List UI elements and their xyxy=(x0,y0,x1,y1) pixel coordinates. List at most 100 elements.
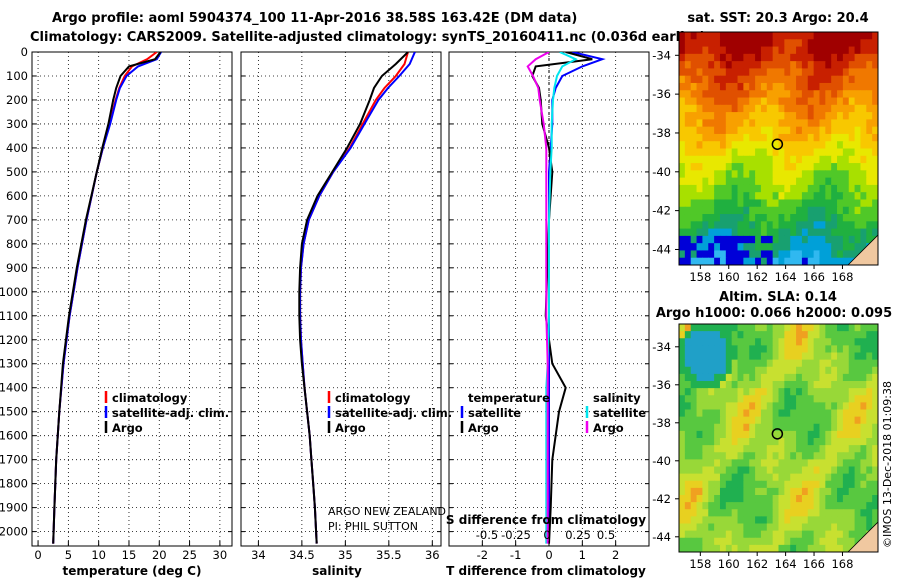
map-cell xyxy=(819,473,826,482)
map-cell xyxy=(837,32,844,40)
map-cell xyxy=(755,155,762,164)
map-cell xyxy=(760,243,768,252)
map-cell xyxy=(825,509,832,517)
map-cell xyxy=(755,409,762,418)
map-cell xyxy=(784,409,791,418)
map-cell xyxy=(690,126,698,135)
map-cell xyxy=(872,502,878,510)
map-cell xyxy=(749,381,756,389)
map-cell xyxy=(766,402,774,411)
map-cell xyxy=(714,155,721,164)
map-cell xyxy=(854,416,862,425)
map-cell xyxy=(872,381,878,389)
map-cell xyxy=(731,243,739,252)
map-cell xyxy=(696,199,704,208)
map-cell xyxy=(854,228,862,237)
map-cell xyxy=(813,402,821,411)
map-cell xyxy=(801,409,809,418)
map-cell xyxy=(714,39,721,48)
map-cell xyxy=(842,104,850,113)
map-cell xyxy=(731,32,739,40)
map-cell xyxy=(778,250,785,259)
map-cell xyxy=(708,235,715,244)
map-cell xyxy=(813,409,821,418)
map-cell xyxy=(842,523,850,532)
map-cell xyxy=(731,416,739,425)
map-cell xyxy=(719,206,727,215)
map-cell xyxy=(702,104,709,113)
map-cell xyxy=(801,46,809,55)
map-cell xyxy=(807,509,815,517)
map-cell xyxy=(696,352,704,361)
x-tick-label: 1 xyxy=(579,548,586,562)
map-cell xyxy=(872,516,878,525)
map-cell xyxy=(801,177,809,186)
map-cell xyxy=(708,177,715,186)
map-cell xyxy=(813,97,821,106)
map-cell xyxy=(866,133,873,142)
map-cell xyxy=(807,423,815,432)
map-cell xyxy=(854,68,862,77)
map-cell xyxy=(725,214,733,222)
map-cell xyxy=(760,523,768,532)
lon-tick-label: 168 xyxy=(831,557,853,571)
salinity-xlabel: salinity xyxy=(312,564,362,578)
map-cell xyxy=(719,502,727,510)
map-cell xyxy=(825,112,832,120)
map-cell xyxy=(760,228,768,237)
map-cell xyxy=(842,366,850,375)
map-cell xyxy=(848,126,856,135)
map-cell xyxy=(807,416,815,425)
map-cell xyxy=(766,184,774,193)
map-cell xyxy=(684,243,692,252)
map-cell xyxy=(807,32,815,40)
map-cell xyxy=(743,119,750,128)
map-cell xyxy=(772,381,780,389)
map-cell xyxy=(766,192,774,201)
map-cell xyxy=(766,46,774,55)
map-cell xyxy=(696,163,704,171)
map-cell xyxy=(702,97,709,106)
map-cell xyxy=(731,345,739,354)
map-cell xyxy=(725,170,733,179)
x-tick-label: 2 xyxy=(612,548,619,562)
map-cell xyxy=(854,495,862,503)
map-cell xyxy=(690,523,698,532)
map-cell xyxy=(725,46,733,55)
map-cell xyxy=(790,163,797,171)
map-cell xyxy=(854,516,862,525)
map-cell xyxy=(684,445,692,453)
map-cell xyxy=(679,430,686,439)
map-cell xyxy=(760,473,768,482)
map-cell xyxy=(702,523,709,532)
map-cell xyxy=(831,177,838,186)
map-cell xyxy=(819,221,826,230)
map-cell xyxy=(714,68,721,77)
map-cell xyxy=(731,423,739,432)
map-cell xyxy=(813,495,821,503)
map-cell xyxy=(784,75,791,84)
map-cell xyxy=(807,206,815,215)
map-cell xyxy=(737,250,744,259)
map-cell xyxy=(743,163,750,171)
map-cell xyxy=(819,97,826,106)
map-cell xyxy=(819,46,826,55)
map-cell xyxy=(766,352,774,361)
map-cell xyxy=(731,214,739,222)
map-cell xyxy=(807,214,815,222)
map-cell xyxy=(743,331,750,339)
lon-tick-label: 164 xyxy=(775,270,797,284)
map-cell xyxy=(842,119,850,128)
map-cell xyxy=(719,61,727,70)
map-cell xyxy=(766,104,774,113)
map-cell xyxy=(837,119,844,128)
map-cell xyxy=(848,214,856,222)
map-cell xyxy=(702,331,709,339)
map-cell xyxy=(825,235,832,244)
map-cell xyxy=(714,373,721,382)
map-cell xyxy=(866,170,873,179)
map-cell xyxy=(725,184,733,193)
map-cell xyxy=(772,250,780,259)
map-cell xyxy=(831,423,838,432)
map-cell xyxy=(854,359,862,368)
